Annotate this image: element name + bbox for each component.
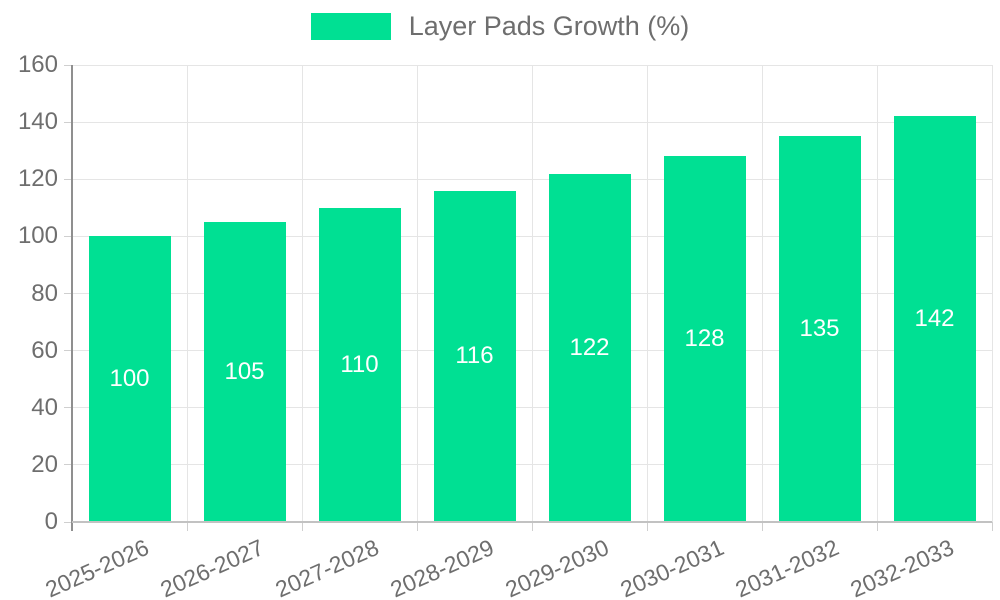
y-tick-label: 140 bbox=[17, 108, 58, 136]
y-tick-label: 80 bbox=[31, 279, 58, 307]
x-tick-mark bbox=[991, 522, 993, 531]
x-gridline bbox=[991, 65, 993, 522]
x-tick-mark bbox=[186, 522, 188, 531]
y-tick-label: 100 bbox=[17, 222, 58, 250]
x-tick-mark bbox=[531, 522, 533, 531]
x-gridline bbox=[646, 65, 648, 522]
bar[interactable] bbox=[778, 136, 861, 521]
bar-value-label: 100 bbox=[109, 365, 150, 393]
y-tick-label: 0 bbox=[44, 508, 58, 535]
bar-value-label: 105 bbox=[224, 358, 265, 386]
x-tick-label: 2027-2028 bbox=[271, 534, 383, 600]
bar[interactable] bbox=[88, 236, 171, 521]
x-tick-mark bbox=[301, 522, 303, 531]
x-tick-label: 2026-2027 bbox=[156, 534, 268, 600]
x-tick-label: 2032-2033 bbox=[846, 534, 958, 600]
bar[interactable] bbox=[203, 222, 286, 521]
x-tick-mark bbox=[761, 522, 763, 531]
legend-label: Layer Pads Growth (%) bbox=[408, 11, 690, 41]
bar-value-label: 135 bbox=[799, 315, 840, 343]
legend-swatch-icon bbox=[310, 13, 391, 40]
x-tick-label: 2025-2026 bbox=[41, 534, 153, 600]
x-axis-line bbox=[72, 521, 992, 523]
y-tick-label: 160 bbox=[17, 51, 58, 78]
x-tick-label: 2029-2030 bbox=[501, 534, 613, 600]
bar[interactable] bbox=[548, 173, 631, 521]
bar[interactable] bbox=[433, 190, 516, 521]
x-tick-label: 2031-2032 bbox=[731, 534, 843, 600]
x-gridline bbox=[416, 65, 418, 522]
y-tick-label: 20 bbox=[31, 450, 58, 478]
x-gridline bbox=[301, 65, 303, 522]
x-gridline bbox=[761, 65, 763, 522]
x-tick-mark bbox=[876, 522, 878, 531]
chart-legend[interactable]: Layer Pads Growth (%) bbox=[0, 13, 1000, 40]
bar-value-label: 116 bbox=[455, 342, 494, 370]
bar[interactable] bbox=[663, 156, 746, 521]
bar[interactable] bbox=[893, 116, 976, 521]
bar[interactable] bbox=[318, 207, 401, 521]
bar-value-label: 128 bbox=[684, 325, 725, 353]
y-tick-label: 120 bbox=[17, 165, 58, 193]
bar-value-label: 110 bbox=[340, 350, 379, 378]
bar-value-label: 142 bbox=[914, 305, 955, 333]
x-tick-mark bbox=[416, 522, 418, 531]
x-tick-label: 2028-2029 bbox=[386, 534, 498, 600]
y-axis-line bbox=[71, 65, 73, 531]
x-gridline bbox=[531, 65, 533, 522]
y-tick-label: 40 bbox=[31, 393, 58, 421]
y-tick-label: 60 bbox=[31, 336, 58, 364]
x-tick-label: 2030-2031 bbox=[616, 534, 728, 600]
x-gridline bbox=[186, 65, 188, 522]
bar-value-label: 122 bbox=[569, 333, 610, 361]
x-gridline bbox=[876, 65, 878, 522]
x-tick-mark bbox=[646, 522, 648, 531]
